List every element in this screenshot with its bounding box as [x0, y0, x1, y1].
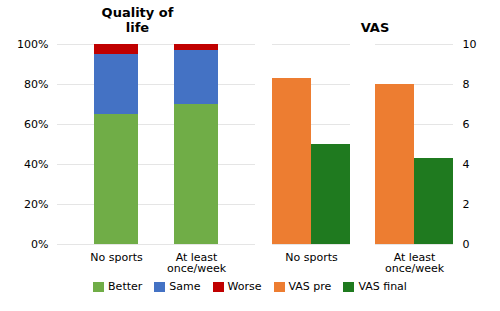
- html-text:Quality of life: Quality of life: [101, 5, 174, 36]
- svg-text:2: 2: [462, 198, 469, 211]
- svg-text:No sports: No sports: [90, 251, 143, 264]
- svg-text:At leastonce/week: At leastonce/week: [166, 251, 226, 275]
- svg-text:80%: 80%: [24, 78, 48, 91]
- svg-text:6: 6: [462, 118, 469, 131]
- svg-text:4: 4: [462, 158, 469, 171]
- svg-text:0%: 0%: [31, 238, 48, 251]
- svg-text:At leastonce/week: At leastonce/week: [384, 251, 444, 275]
- svg-text:60%: 60%: [24, 118, 48, 131]
- html-text:Better: Better: [108, 280, 143, 293]
- html-text:VAS pre: VAS pre: [288, 280, 332, 293]
- html-text:VAS final: VAS final: [358, 280, 407, 293]
- svg-text:0: 0: [462, 238, 469, 251]
- html-text:Same: Same: [169, 280, 201, 293]
- svg-text:20%: 20%: [24, 198, 48, 211]
- html-text:VAS: VAS: [360, 20, 390, 36]
- svg-text:No sports: No sports: [285, 251, 338, 264]
- html-text:Worse: Worse: [227, 280, 262, 293]
- svg-text:40%: 40%: [24, 158, 48, 171]
- svg-text:10: 10: [462, 38, 476, 51]
- svg-text:8: 8: [462, 78, 469, 91]
- svg-text:100%: 100%: [17, 38, 48, 51]
